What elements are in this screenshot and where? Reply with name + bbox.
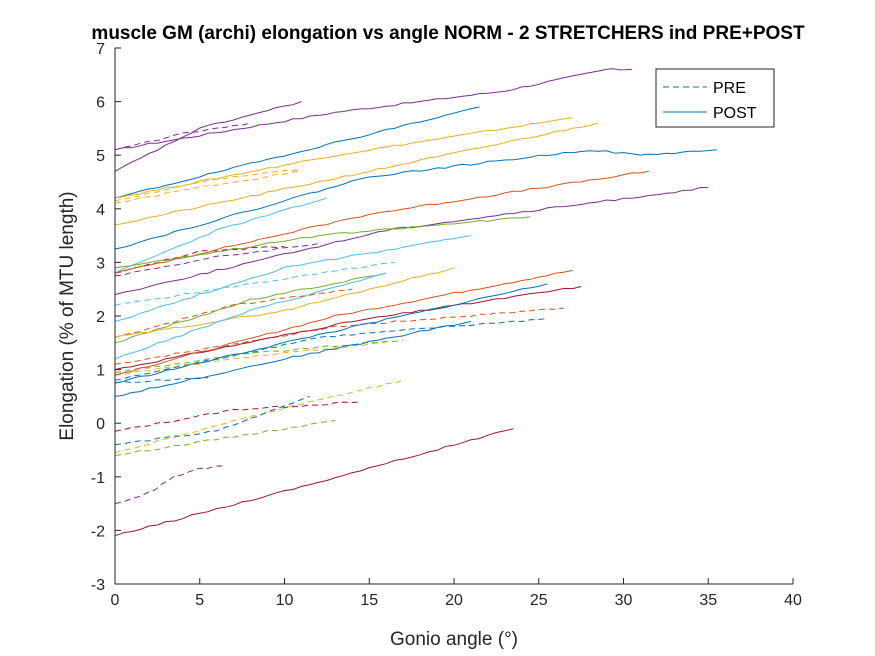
y-tick-label: 2 — [96, 309, 105, 326]
y-tick-label: -3 — [91, 577, 105, 594]
series-line-post-24 — [114, 170, 649, 274]
y-tick-label: 3 — [96, 255, 105, 272]
y-tick-label: 4 — [96, 202, 105, 219]
y-tick-label: 1 — [96, 363, 105, 380]
x-tick-label: 20 — [445, 592, 463, 609]
series-line-post-20 — [114, 117, 573, 199]
series-line-pre-16 — [114, 465, 226, 505]
series-line-post-27 — [114, 235, 471, 322]
series-line-pre-0 — [114, 122, 251, 151]
y-tick-label: -1 — [91, 470, 105, 487]
series-line-post-26 — [114, 216, 531, 269]
y-ticks: -3 -2 -1 0 1 2 3 4 5 6 7 — [91, 41, 121, 594]
series-line-pre-10 — [114, 342, 387, 376]
series-line-pre-5 — [114, 261, 395, 306]
series-line-post-33 — [114, 283, 548, 384]
series-line-post-18 — [114, 101, 302, 172]
x-tick-label: 5 — [195, 592, 204, 609]
plot-area — [115, 48, 793, 584]
series-line-pre-4 — [114, 243, 319, 277]
series-line-post-29 — [114, 267, 455, 338]
series-line-post-32 — [114, 269, 573, 376]
x-tick-label: 40 — [784, 592, 802, 609]
legend: PRE POST — [655, 68, 775, 128]
series-line-pre-11 — [114, 377, 209, 384]
y-tick-label: 6 — [96, 95, 105, 112]
series-line-post-30 — [114, 272, 387, 360]
x-tick-label: 10 — [276, 592, 294, 609]
legend-pre-label: PRE — [713, 80, 746, 97]
series-line-post-35 — [114, 428, 514, 537]
series-line-post-34 — [114, 320, 472, 397]
series-line-post-22 — [114, 149, 717, 250]
series-line-pre-1 — [114, 170, 302, 204]
series-line-post-21 — [114, 122, 599, 226]
legend-post-label: POST — [713, 105, 757, 122]
x-tick-label: 15 — [360, 592, 378, 609]
series-line-pre-13 — [114, 401, 361, 432]
series-line-pre-2 — [114, 168, 302, 202]
series-line-post-19 — [114, 106, 480, 199]
series-line-post-17 — [114, 68, 633, 151]
series-line-post-25 — [114, 186, 709, 296]
series-line-pre-6 — [114, 288, 353, 338]
x-tick-label: 25 — [530, 592, 548, 609]
y-tick-label: -2 — [91, 523, 105, 540]
x-axis-label: Gonio angle (°) — [390, 629, 518, 650]
x-tick-label: 30 — [615, 592, 633, 609]
y-axis-label: Elongation (% of MTU length) — [57, 191, 78, 440]
series-line-pre-14 — [114, 395, 311, 446]
chart-title: muscle GM (archi) elongation vs angle NO… — [91, 23, 805, 44]
y-tick-label: 5 — [96, 148, 105, 165]
series-line-post-28 — [114, 272, 387, 344]
legend-box — [655, 68, 775, 128]
series-line-post-23 — [114, 197, 328, 274]
x-ticks: 0 5 10 15 20 25 30 35 40 — [111, 578, 802, 609]
x-tick-label: 35 — [699, 592, 717, 609]
series-layer — [114, 68, 717, 537]
y-tick-label: 0 — [96, 416, 105, 433]
series-line-pre-3 — [114, 245, 285, 274]
y-tick-label: 7 — [96, 41, 105, 58]
series-line-pre-15 — [114, 420, 336, 456]
x-tick-label: 0 — [111, 592, 120, 609]
